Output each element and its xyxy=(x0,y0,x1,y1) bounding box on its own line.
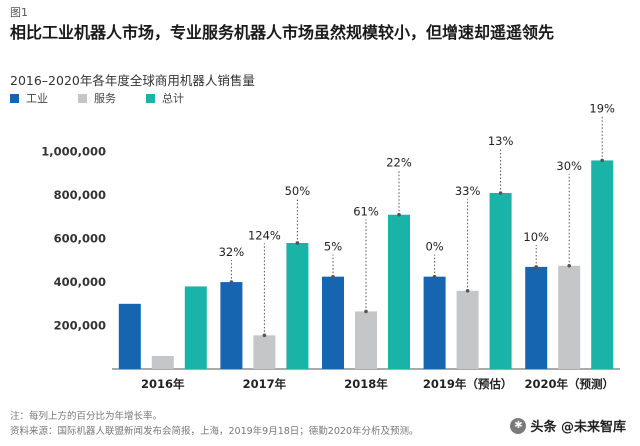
bar-service xyxy=(558,265,581,369)
y-tick-label: 400,000 xyxy=(54,275,106,289)
growth-label: 61% xyxy=(353,204,379,218)
growth-label: 5% xyxy=(324,240,342,254)
growth-leader-dot xyxy=(331,274,335,279)
bar-total xyxy=(591,160,614,369)
bar-service xyxy=(456,290,479,369)
growth-label: 50% xyxy=(285,184,311,198)
y-tick-label: 600,000 xyxy=(54,232,106,246)
growth-leader-dot xyxy=(397,212,401,217)
legend-swatch-industrial xyxy=(10,93,19,103)
growth-leader-dot xyxy=(465,288,470,293)
legend-item-industrial: 工业 xyxy=(10,90,48,106)
footnote-source: 资料来源：国际机器人联盟新闻发布会简报，上海，2019年9月18日；德勤2020… xyxy=(10,426,419,437)
watermark-text: 头条 @未来智库 xyxy=(530,420,626,435)
growth-label: 33% xyxy=(455,184,481,198)
growth-label: 0% xyxy=(425,240,443,254)
growth-label: 32% xyxy=(219,245,245,259)
x-tick-label: 2020年（预测） xyxy=(524,377,614,391)
bar-total xyxy=(286,242,309,369)
growth-label: 124% xyxy=(248,228,281,242)
y-tick-label: 1,000,000 xyxy=(41,145,106,159)
growth-leader-dot xyxy=(567,263,571,268)
legend-item-service: 服务 xyxy=(78,90,116,106)
bar-industrial xyxy=(118,303,141,369)
bar-total xyxy=(388,214,410,369)
growth-leader-dot xyxy=(229,280,234,284)
growth-label: 10% xyxy=(523,230,549,244)
bar-total xyxy=(489,193,512,369)
legend-label-total: 总计 xyxy=(162,92,184,105)
growth-label: 13% xyxy=(488,134,514,148)
growth-leader-dot xyxy=(432,274,437,279)
bar-industrial xyxy=(220,282,243,369)
growth-leader-dot xyxy=(295,241,300,245)
growth-label: 19% xyxy=(589,101,615,115)
watermark: ✱ 头条 @未来智库 xyxy=(506,414,630,437)
bar-industrial xyxy=(423,276,446,369)
x-tick-label: 2019年（预估） xyxy=(423,377,513,391)
bar-service xyxy=(355,311,377,369)
growth-leader-dot xyxy=(364,309,368,314)
legend-label-industrial: 工业 xyxy=(26,92,48,105)
x-tick-label: 2018年 xyxy=(344,377,388,391)
chart-subtitle: 2016–2020年各年度全球商用机器人销售量 xyxy=(10,73,255,88)
bar-total xyxy=(184,286,207,369)
legend-swatch-service xyxy=(78,93,87,103)
legend-swatch-total xyxy=(146,93,155,103)
growth-leader-dot xyxy=(262,333,267,338)
legend: 工业 服务 总计 xyxy=(10,90,184,106)
growth-leader-dot xyxy=(498,191,503,195)
chart-title: 相比工业机器人市场，专业服务机器人市场虽然规模较小，但增速却遥遥领先 xyxy=(10,23,555,42)
growth-leader-dot xyxy=(600,158,604,163)
growth-leader-dot xyxy=(534,265,538,269)
bar-industrial xyxy=(322,276,344,369)
chat-bubble-icon: ✱ xyxy=(510,417,527,434)
x-tick-label: 2016年 xyxy=(141,377,185,391)
bar-service xyxy=(253,335,276,369)
bar-industrial xyxy=(525,266,548,369)
legend-item-total: 总计 xyxy=(146,90,184,106)
y-tick-label: 200,000 xyxy=(54,319,106,333)
y-tick-label: 800,000 xyxy=(54,188,106,202)
growth-label: 22% xyxy=(386,156,412,170)
growth-label: 30% xyxy=(556,159,582,173)
figure-label: 图1 xyxy=(10,6,28,19)
footnote-note: 注：每列上方的百分比为年增长率。 xyxy=(10,411,163,422)
bar-service xyxy=(151,355,174,369)
x-tick-label: 2017年 xyxy=(243,377,287,391)
legend-label-service: 服务 xyxy=(94,92,116,105)
